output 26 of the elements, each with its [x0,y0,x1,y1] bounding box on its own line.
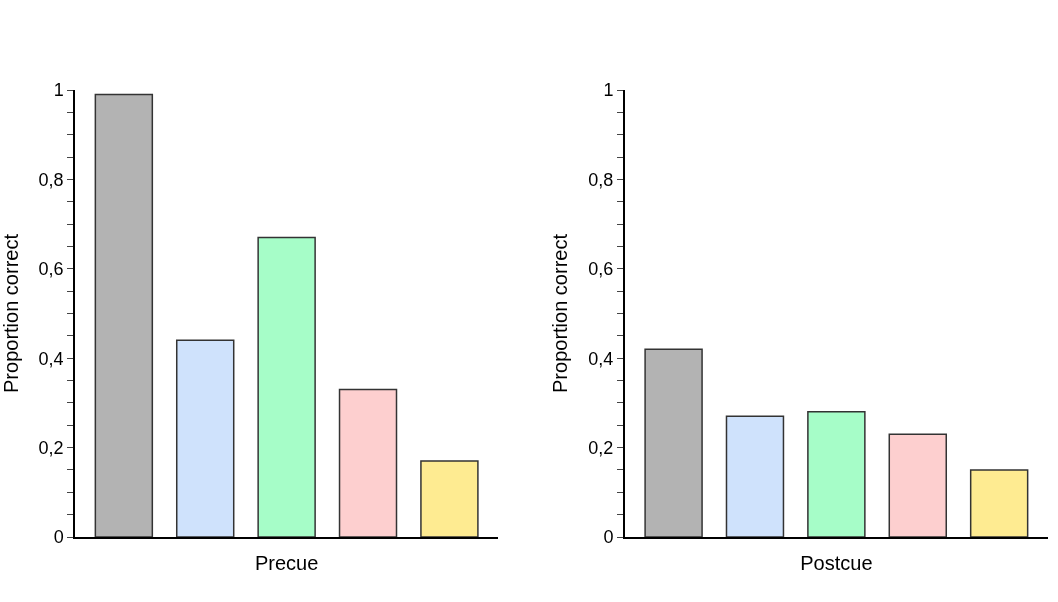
y-tick-label: 1 [603,80,614,101]
bar [644,348,703,537]
y-tick-label: 1 [53,80,64,101]
bar [420,460,479,537]
y-axis-title: Proportion correct [0,233,22,393]
x-axis-title: Postcue [800,552,873,575]
y-tick-label: 0,4 [38,348,64,369]
bar [807,411,866,537]
y-tick-label: 0,6 [588,259,614,280]
y-tick-label: 0 [53,527,64,548]
bar [888,433,947,537]
y-tick-label: 0,2 [38,437,64,458]
bar [94,93,154,537]
x-axis-title: Precue [254,552,319,575]
y-tick-label: 0 [603,527,614,548]
y-tick-label: 0,4 [588,348,614,369]
bar [257,236,316,537]
bar [969,469,1029,537]
y-tick-label: 0,8 [38,169,64,190]
bar [175,339,235,537]
y-axis-title: Proportion correct [549,233,572,393]
bar [725,415,785,537]
y-tick-label: 0,6 [38,259,64,280]
bar [338,388,398,537]
y-tick-label: 0,8 [588,169,614,190]
y-tick-label: 0,2 [588,437,614,458]
